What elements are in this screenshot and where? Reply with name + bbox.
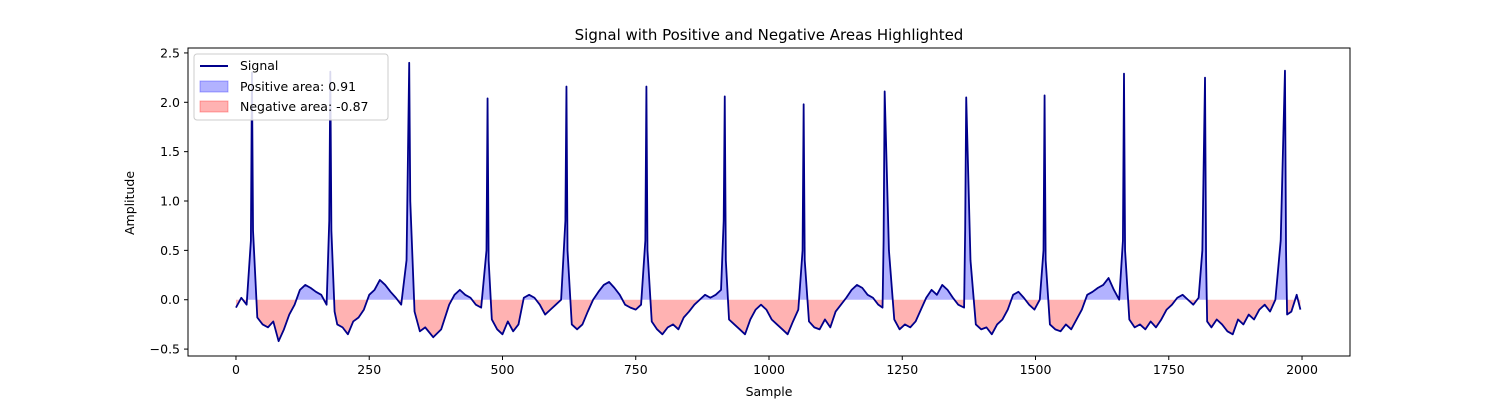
y-tick-label: 1.0 (160, 194, 180, 209)
negative-area-region (973, 299, 1012, 335)
positive-area-region (925, 284, 955, 300)
positive-area-region (367, 279, 398, 300)
legend-box (193, 53, 389, 121)
negative-area-region (570, 299, 594, 330)
x-tick-label: 750 (624, 362, 648, 377)
axes-layer: 0 250 500 750 1000 1250 1500 1750 2000 −0.5 0.0 0.5… (150, 45, 1351, 377)
y-tick-label: 0.5 (160, 243, 180, 258)
negative-area-region (256, 299, 297, 342)
y-tick-label: 0.0 (160, 292, 180, 307)
legend-swatch-negative (199, 100, 229, 113)
negative-area-region (1128, 299, 1176, 330)
x-tick-label: 1500 (1020, 362, 1052, 377)
legend-label-positive: Positive area: 0.91 (240, 79, 356, 94)
negative-area-region (892, 299, 926, 330)
x-tick-label: 1750 (1153, 362, 1185, 377)
negative-area-region (622, 299, 642, 310)
x-tick-label: 1000 (753, 362, 785, 377)
negative-area-region (727, 299, 800, 335)
negative-area-region (490, 299, 524, 335)
negative-area-region (807, 299, 845, 330)
y-axis-label: Amplitude (122, 171, 137, 235)
negative-area-region (1048, 299, 1086, 332)
x-axis-label: Sample (746, 384, 793, 399)
negative-area-region (650, 299, 700, 335)
positive-area-region (1175, 294, 1188, 300)
x-tick-label: 250 (357, 362, 381, 377)
negative-area-region (1025, 299, 1040, 310)
positive-area-region (699, 96, 728, 300)
legend-label-signal: Signal (240, 58, 278, 73)
y-tick-label: −0.5 (150, 342, 180, 357)
x-tick-label: 0 (232, 362, 240, 377)
fill-layer (235, 62, 1301, 342)
positive-area-region (296, 284, 324, 300)
line-layer (235, 61, 1302, 343)
positive-area-region (451, 289, 473, 300)
y-tick-label: 2.5 (160, 45, 180, 60)
legend-swatch-positive (199, 80, 229, 93)
x-tick-label: 500 (491, 362, 515, 377)
positive-area-region (593, 281, 623, 300)
legend-label-negative: Negative area: -0.87 (240, 99, 368, 114)
chart-title: Signal with Positive and Negative Areas … (575, 26, 964, 44)
signal-line (235, 61, 1302, 343)
y-tick-label: 2.0 (160, 95, 180, 110)
negative-area-region (334, 299, 368, 335)
legend: Signal Positive area: 0.91 Negative area… (193, 53, 389, 121)
positive-area-region (1011, 291, 1026, 300)
positive-area-region (523, 294, 536, 300)
x-tick-label: 2000 (1286, 362, 1318, 377)
negative-area-region (535, 299, 562, 315)
y-tick-label: 1.5 (160, 144, 180, 159)
x-tick-label: 1250 (886, 362, 918, 377)
positive-area-region (1085, 73, 1129, 300)
positive-area-region (844, 284, 875, 300)
